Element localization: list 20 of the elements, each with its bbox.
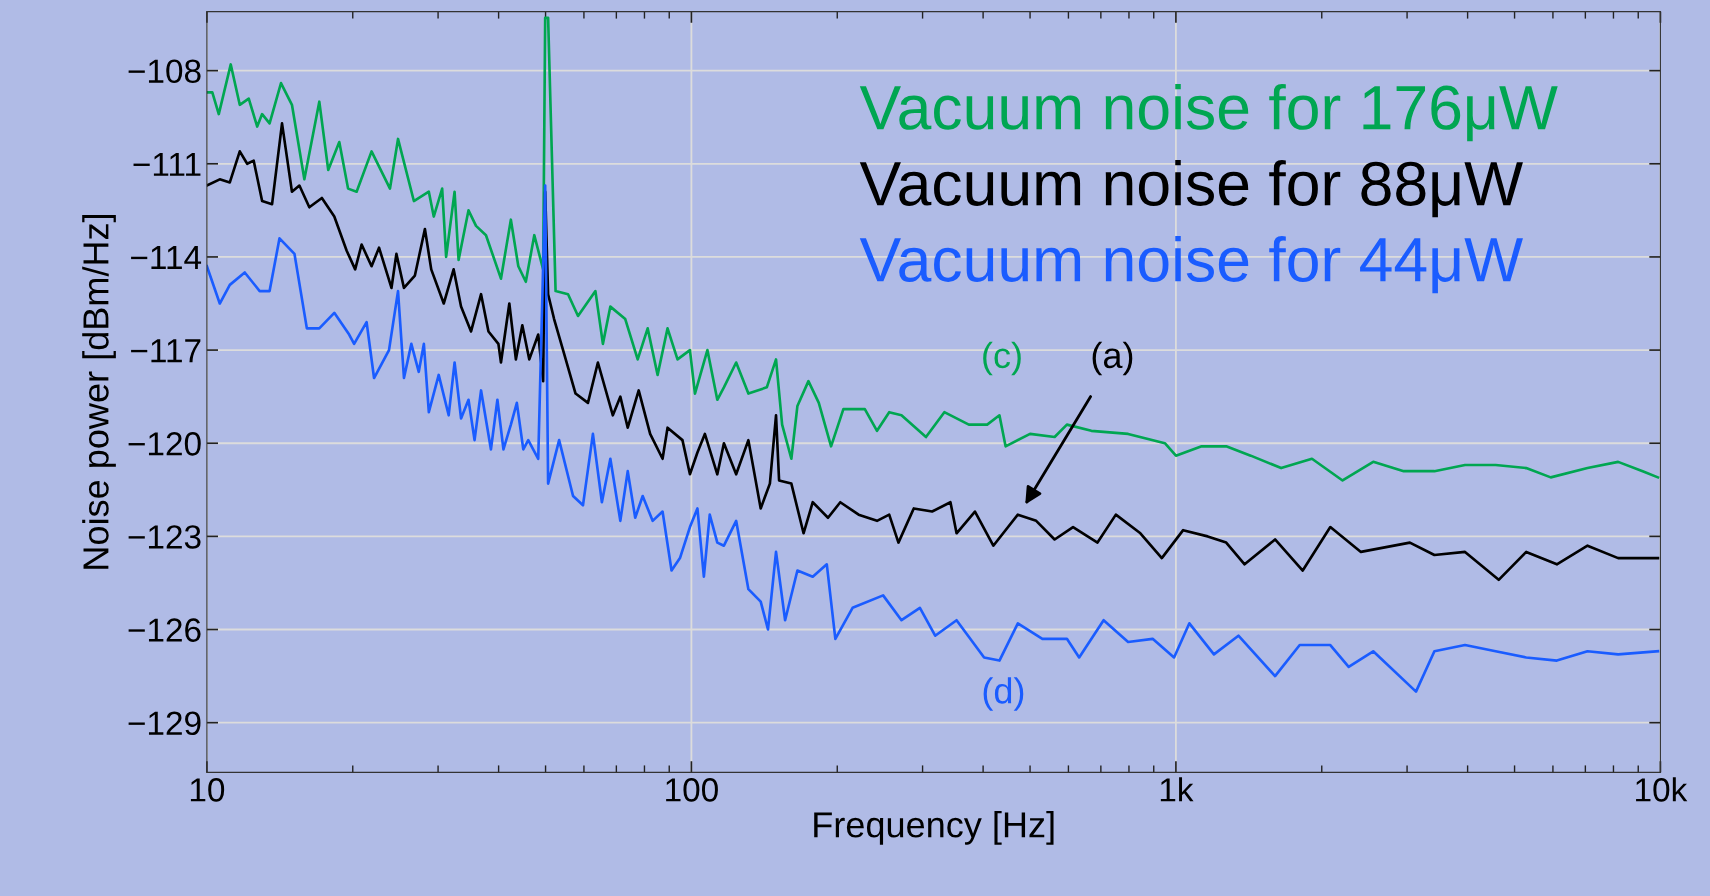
- y-tick-label: −117: [131, 339, 201, 363]
- x-tick-label: 10k: [1636, 777, 1688, 802]
- annotation: (d): [983, 677, 1024, 711]
- text: Vacuum noise for 44μW: [859, 236, 1523, 294]
- x-tick-label: 10: [190, 778, 225, 802]
- y-tick-label: −126: [128, 618, 201, 642]
- y-tick-label: −123: [128, 525, 201, 549]
- y-tick-label: −129: [128, 711, 201, 736]
- y-axis-title: Noise power [dBm/Hz]: [82, 214, 116, 569]
- text: Vacuum noise for 176μW: [859, 83, 1558, 142]
- x-axis-title: Frequency [Hz]: [814, 811, 1054, 845]
- y-tick-label: −108: [128, 59, 201, 84]
- annotation: (a): [1092, 341, 1133, 376]
- text: Vacuum noise for 88μW: [859, 159, 1523, 218]
- y-tick-label: −114: [131, 246, 202, 270]
- annotation: (c): [983, 341, 1021, 376]
- y-tick-label: −120: [128, 432, 201, 456]
- y-tick-label: −111: [133, 152, 201, 176]
- x-tick-label: 100: [666, 778, 718, 802]
- x-tick-label: 1k: [1160, 777, 1194, 802]
